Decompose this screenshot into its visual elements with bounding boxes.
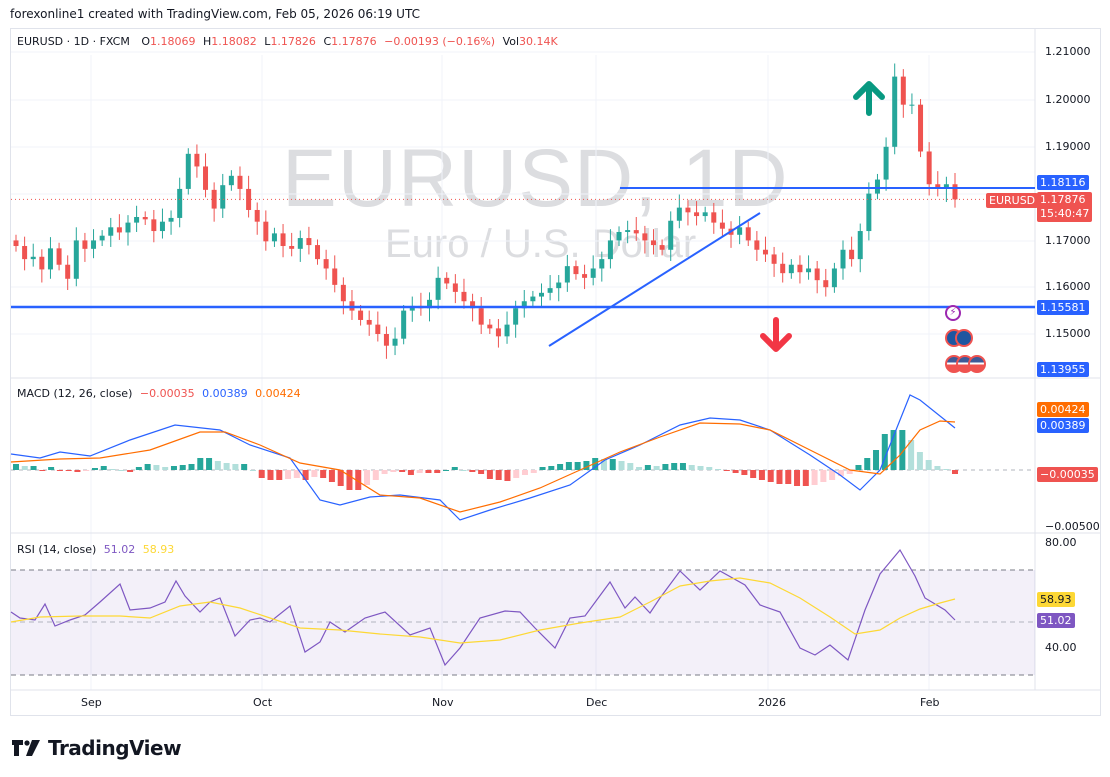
macd-hist-tag: −0.00035 xyxy=(1037,467,1098,482)
chart-frame xyxy=(10,28,1101,716)
time-tick: Feb xyxy=(920,696,940,709)
macd-hist-value: −0.00035 xyxy=(139,387,195,400)
tradingview-logo: TradingView xyxy=(12,736,182,760)
current-price-tag: 1.17876 15:40:47 xyxy=(1037,192,1093,222)
brand-name: TradingView xyxy=(48,736,182,760)
time-tick: 2026 xyxy=(758,696,786,709)
price-tick: 1.15000 xyxy=(1045,327,1091,340)
time-tick: Nov xyxy=(432,696,454,709)
time-tick: Sep xyxy=(81,696,102,709)
resistance-price-tag: 1.18116 xyxy=(1037,175,1089,190)
price-tick: 1.20000 xyxy=(1045,93,1091,106)
rsi-ma-tag: 58.93 xyxy=(1037,592,1075,607)
bar-countdown: 15:40:47 xyxy=(1040,207,1090,220)
volume-value: 30.14K xyxy=(519,35,558,48)
macd-label: MACD (12, 26, close) xyxy=(17,387,133,400)
chart-credit: forexonline1 created with TradingView.co… xyxy=(10,7,420,21)
us-flag-event-icon[interactable] xyxy=(968,355,986,373)
rsi-tag: 51.02 xyxy=(1037,613,1075,628)
macd-value: 0.00389 xyxy=(202,387,248,400)
macd-line-tag: 0.00389 xyxy=(1037,418,1089,433)
symbol-price-tag: EURUSD xyxy=(986,193,1039,208)
rsi-legend[interactable]: RSI (14, close) 51.02 58.93 xyxy=(17,543,178,556)
low-price-tag: 1.13955 xyxy=(1037,362,1089,377)
time-tick: Dec xyxy=(586,696,608,709)
price-tick: 1.19000 xyxy=(1045,140,1091,153)
lightning-event-icon[interactable]: ⚡ xyxy=(945,305,961,321)
rsi-axis-tick: 40.00 xyxy=(1045,641,1077,654)
macd-signal-value: 0.00424 xyxy=(255,387,301,400)
rsi-label: RSI (14, close) xyxy=(17,543,97,556)
tradingview-logo-icon xyxy=(12,740,40,756)
rsi-value: 51.02 xyxy=(103,543,136,556)
watermark-title: EURUSD, 1D xyxy=(282,133,789,224)
symbol-legend[interactable]: EURUSD · 1D · FXCM O1.18069 H1.18082 L1.… xyxy=(17,35,558,48)
watermark-subtitle: Euro / U.S. Dollar xyxy=(385,222,697,266)
support-price-tag: 1.15581 xyxy=(1037,300,1089,315)
high-value: 1.18082 xyxy=(211,35,257,48)
rsi-axis-tick: 80.00 xyxy=(1045,536,1077,549)
macd-signal-tag: 0.00424 xyxy=(1037,402,1089,417)
symbol-label: EURUSD · 1D · FXCM xyxy=(17,35,130,48)
price-tick: 1.17000 xyxy=(1045,234,1091,247)
low-value: 1.17826 xyxy=(270,35,316,48)
price-tick: 1.21000 xyxy=(1045,45,1091,58)
rsi-ma-value: 58.93 xyxy=(142,543,175,556)
macd-axis-tick: −0.00500 xyxy=(1045,520,1100,533)
macd-legend[interactable]: MACD (12, 26, close) −0.00035 0.00389 0.… xyxy=(17,387,305,400)
open-value: 1.18069 xyxy=(150,35,196,48)
eu-flag-event-icon[interactable] xyxy=(955,329,973,347)
change-value: −0.00193 (−0.16%) xyxy=(384,35,496,48)
close-value: 1.17876 xyxy=(331,35,377,48)
price-tick: 1.16000 xyxy=(1045,280,1091,293)
time-tick: Oct xyxy=(253,696,273,709)
